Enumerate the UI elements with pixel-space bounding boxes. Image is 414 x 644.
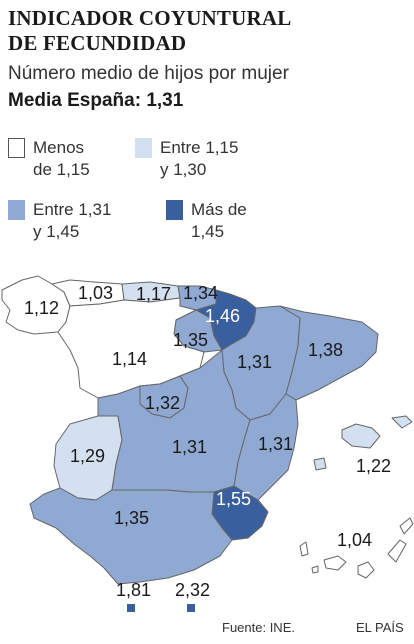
region-melilla — [187, 604, 195, 612]
legend-label: Entre 1,15 — [160, 138, 239, 157]
legend-item-1-31-to-1-45: Entre 1,31 y 1,45 — [8, 199, 111, 243]
region-value-galicia: 1,12 — [24, 298, 59, 318]
legend-label: Entre 1,31 — [33, 200, 112, 219]
region-value-aragon: 1,31 — [237, 352, 272, 372]
source-note: Fuente: INE. — [222, 620, 295, 635]
region-value-castilla-la-mancha: 1,31 — [172, 437, 207, 457]
region-canarias-la-gomera — [311, 565, 319, 574]
legend-swatch-light — [135, 138, 152, 158]
region-baleares-mallorca — [341, 423, 381, 449]
region-baleares-ibiza — [313, 457, 327, 471]
region-value-navarra: 1,46 — [205, 306, 240, 326]
region-value-valencia: 1,31 — [258, 434, 293, 454]
legend-swatch-medium — [8, 200, 25, 220]
spain-fertility-map: 1,12 1,03 1,17 1,34 1,46 1,35 1,14 1,31 … — [1, 275, 414, 612]
legend-label: Más de — [191, 200, 247, 219]
region-cataluna — [279, 305, 379, 401]
region-value-melilla: 2,32 — [175, 580, 210, 600]
legend-item-below-1-15: Menos de 1,15 — [8, 137, 90, 181]
subtitle: Número medio de hijos por mujer — [8, 63, 289, 84]
region-canarias-tenerife — [323, 555, 347, 571]
region-value-ceuta: 1,81 — [116, 580, 151, 600]
brand-logo: EL PAÍS — [356, 620, 404, 635]
region-andalucia — [29, 487, 233, 585]
region-value-andalucia: 1,35 — [114, 508, 149, 528]
legend-label: y 1,30 — [160, 160, 207, 179]
region-castilla-y-leon — [57, 297, 205, 399]
region-valencia — [233, 393, 299, 501]
legend-swatch-dark — [166, 200, 183, 220]
legend-item-above-1-45: Más de 1,45 — [166, 199, 247, 243]
region-canarias-la-palma — [299, 541, 309, 557]
legend-item-1-15-to-1-30: Entre 1,15 y 1,30 — [135, 137, 238, 181]
region-value-canarias: 1,04 — [337, 530, 372, 550]
region-value-castilla-y-leon: 1,14 — [112, 349, 147, 369]
region-value-madrid: 1,32 — [145, 393, 180, 413]
region-ceuta — [127, 604, 135, 612]
region-value-cataluna: 1,38 — [308, 340, 343, 360]
legend-label: de 1,15 — [33, 160, 90, 179]
region-value-murcia: 1,55 — [216, 489, 251, 509]
title: INDICADOR COYUNTURAL DE FECUNDIDAD — [8, 6, 291, 56]
legend-label: y 1,45 — [33, 222, 80, 241]
region-baleares-menorca — [391, 415, 413, 429]
region-value-cantabria: 1,17 — [136, 284, 171, 304]
region-value-asturias: 1,03 — [78, 283, 113, 303]
legend-label: Menos — [33, 138, 85, 157]
title-line-1: INDICADOR COYUNTURAL — [8, 6, 292, 30]
national-average: Media España: 1,31 — [8, 90, 184, 111]
region-value-pais-vasco: 1,34 — [183, 283, 218, 303]
legend-label: 1,45 — [191, 222, 225, 241]
region-canarias-gran-canaria — [357, 561, 375, 579]
title-line-2: DE FECUNDIDAD — [8, 31, 187, 55]
region-value-la-rioja: 1,35 — [173, 330, 208, 350]
region-value-baleares: 1,22 — [356, 456, 391, 476]
region-canarias-lanzarote — [399, 517, 414, 535]
legend-swatch-white — [8, 138, 25, 158]
region-value-extremadura: 1,29 — [70, 446, 105, 466]
region-canarias-fuerteventura — [387, 539, 407, 563]
